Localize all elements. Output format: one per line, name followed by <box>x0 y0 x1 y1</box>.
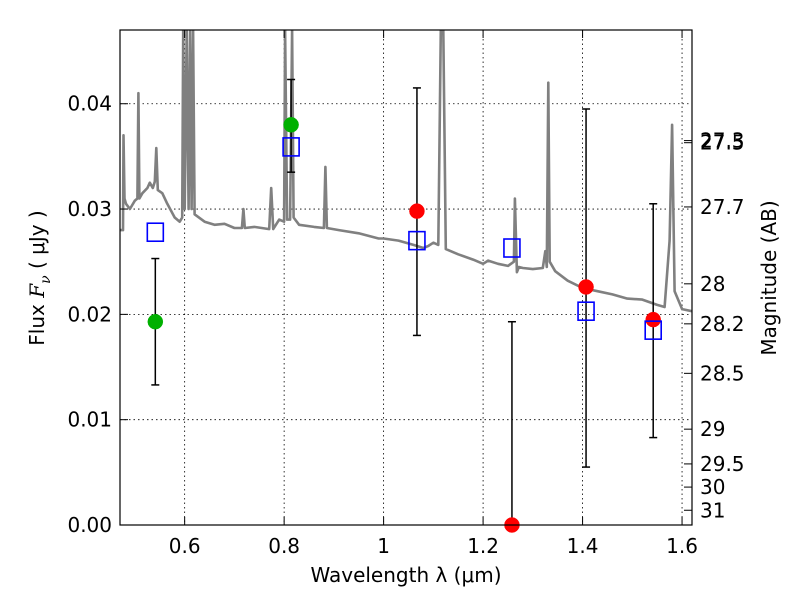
y-axis-label-subscript: ν <box>38 275 54 284</box>
green-data-point <box>283 117 299 133</box>
x-tick-label: 1.4 <box>567 534 599 558</box>
y-axis-label: Flux Fν ( μJy ) <box>25 210 54 345</box>
model-photometry-square <box>577 301 595 322</box>
plot-area <box>120 30 692 525</box>
magnitude-tick-label: 27.7 <box>700 195 745 219</box>
x-tick-label: 1.6 <box>666 534 698 558</box>
magnitude-tick-label: 30 <box>700 475 725 499</box>
data-layer <box>120 30 692 313</box>
magnitude-tick-label: 31 <box>700 498 725 522</box>
ticks: 0.6 0.8 1 1.2 1.4 1.6 0.00 0.01 0.02 0.03 0.04 27.3… <box>67 30 745 558</box>
y-tick-label: 0.02 <box>67 302 112 326</box>
model-spectrum-line <box>120 30 692 313</box>
model-photometry-square <box>408 230 426 251</box>
magnitude-tick-label: 29.5 <box>700 452 745 476</box>
red-data-point <box>409 203 425 219</box>
x-axis-label: Wavelength λ (μm) <box>310 563 501 587</box>
magnitude-tick-label: 27.5 <box>700 131 745 155</box>
y-tick-label: 0.01 <box>67 408 112 432</box>
y-tick-label: 0.00 <box>67 513 112 537</box>
x-tick-label: 1.2 <box>467 534 499 558</box>
y-tick-label: 0.03 <box>67 197 112 221</box>
magnitude-tick-label: 28 <box>700 272 725 296</box>
magnitude-tick-label: 28.2 <box>700 312 745 336</box>
model-photometry-square <box>146 222 165 243</box>
red-data-point <box>645 311 661 328</box>
model-photometry-square <box>282 137 300 157</box>
x-tick-label: 0.8 <box>268 534 300 558</box>
x-tick-label: 1 <box>377 534 390 558</box>
magnitude-tick-label: 27.3 <box>700 129 745 153</box>
model-photometry-square <box>644 320 663 340</box>
y-axis-label-suffix: ( μJy ) <box>25 210 49 275</box>
y-axis-label-prefix: Flux <box>25 298 49 346</box>
magnitude-tick-label: 28.5 <box>700 361 745 385</box>
magnitude-tick-label: 29 <box>700 417 725 441</box>
red-data-point <box>578 279 594 295</box>
plot-frame <box>119 29 693 526</box>
green-data-point <box>147 313 164 330</box>
x-tick-label: 0.6 <box>169 534 201 558</box>
y-tick-label: 0.04 <box>67 92 112 116</box>
secondary-y-axis-label: Magnitude (AB) <box>757 200 781 355</box>
marker-layer <box>146 78 663 533</box>
y-axis-label-symbol: F <box>25 283 49 299</box>
model-photometry-square <box>503 238 521 258</box>
